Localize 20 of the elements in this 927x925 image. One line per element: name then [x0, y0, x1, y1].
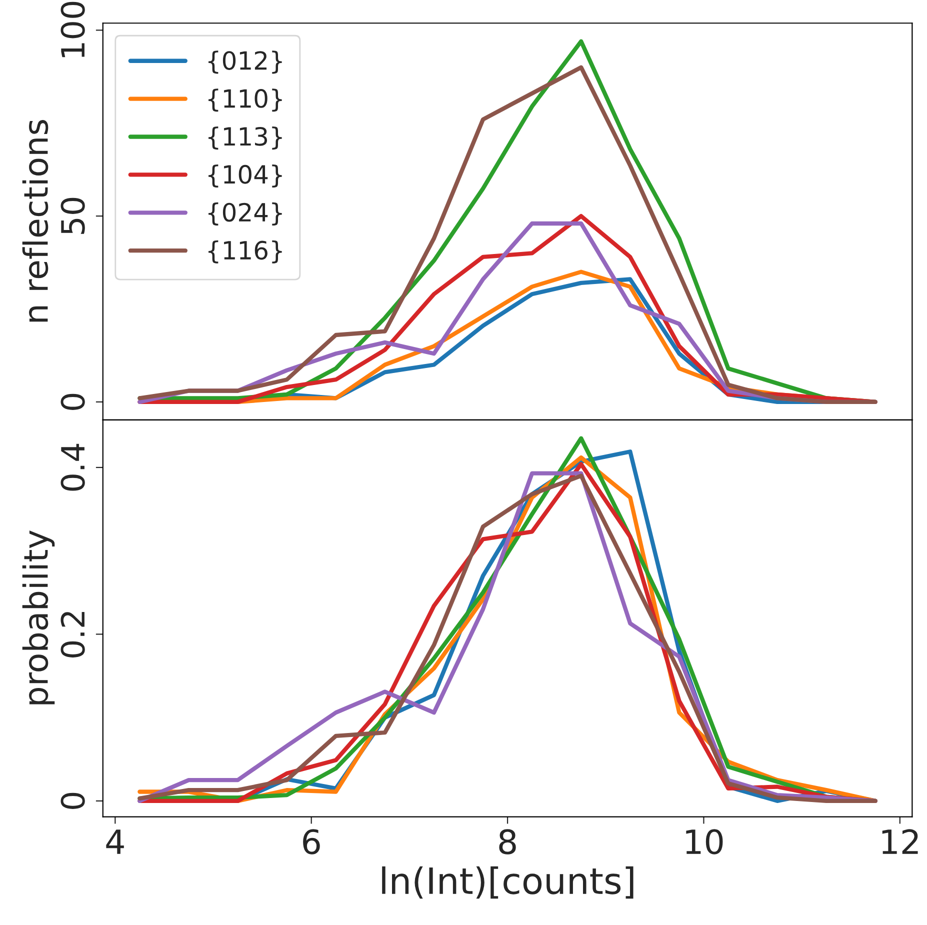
legend-label: {113} — [208, 126, 282, 150]
y-tick-label: 0.4 — [60, 444, 85, 491]
x-axis-title: ln(Int)[counts] — [382, 866, 634, 899]
x-tick-label: 4 — [106, 830, 124, 854]
legend-label: {110} — [208, 88, 282, 112]
legend-label: {012} — [208, 50, 282, 74]
x-tick-label: 12 — [882, 829, 918, 854]
y-tick-label: 0.2 — [60, 612, 85, 658]
y-tick-label: 100 — [60, 2, 85, 58]
x-tick-label: 10 — [686, 829, 723, 854]
x-tick-label: 8 — [499, 829, 516, 854]
legend-label: {024} — [208, 202, 282, 226]
y-tick-label: 0 — [60, 792, 85, 809]
y-axis-title: probability — [22, 530, 55, 704]
y-tick-label: 50 — [60, 198, 85, 234]
x-tick-label: 6 — [303, 829, 320, 854]
legend-label: {104} — [208, 164, 282, 188]
legend-label: {116} — [208, 240, 282, 264]
y-axis-title: n reflections — [22, 120, 48, 322]
y-tick-label: 0 — [60, 394, 85, 410]
